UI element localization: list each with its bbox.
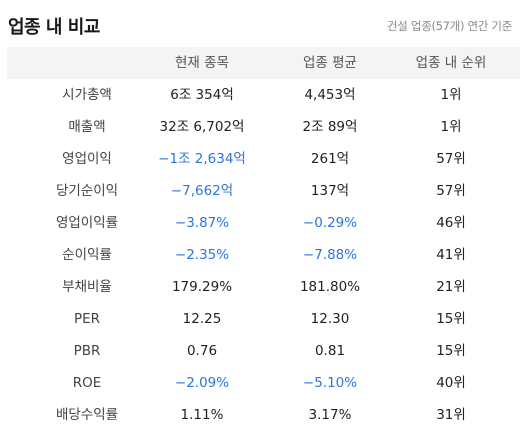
average-value: −5.10%: [302, 375, 358, 391]
row-label: 시가총액: [62, 87, 112, 103]
table-row: 순이익률 −2.35% −7.88% 41위: [7, 239, 520, 271]
table-row: 시가총액 6조 354억 4,453억 1위: [7, 79, 520, 111]
rank-value: 21위: [436, 279, 466, 295]
rank-value: 57위: [436, 183, 466, 199]
current-value: −1조 2,634억: [158, 151, 246, 167]
column-header-current: 현재 종목: [175, 55, 229, 71]
table-row: PER 12.25 12.30 15위: [7, 303, 520, 335]
average-value: 4,453억: [304, 87, 356, 103]
row-label: 영업이익: [62, 151, 112, 167]
rank-value: 46위: [436, 215, 466, 231]
current-value: 0.76: [186, 343, 218, 359]
row-label: 순이익률: [62, 247, 112, 263]
panel-subtitle: 건설 업종(57개) 연간 기준: [387, 19, 512, 33]
row-label: PBR: [73, 343, 101, 359]
average-value: 2조 89억: [302, 119, 358, 135]
average-value: 181.80%: [299, 279, 361, 295]
row-label: 매출액: [68, 119, 106, 135]
average-value: 0.81: [314, 343, 346, 359]
table-row: PBR 0.76 0.81 15위: [7, 335, 520, 367]
current-value: −2.35%: [174, 247, 230, 263]
current-value: 32조 6,702억: [159, 119, 245, 135]
average-value: 137억: [310, 183, 350, 199]
row-label: 부채비율: [62, 279, 112, 295]
current-value: 179.29%: [171, 279, 233, 295]
average-value: −0.29%: [302, 215, 358, 231]
column-header-average: 업종 평균: [303, 55, 357, 71]
current-value: −7,662억: [170, 183, 234, 199]
current-value: 1.11%: [180, 407, 224, 423]
rank-value: 31위: [436, 407, 466, 423]
table-row: 영업이익 −1조 2,634억 261억 57위: [7, 143, 520, 175]
average-value: −7.88%: [302, 247, 358, 263]
table-row: 영업이익률 −3.87% −0.29% 46위: [7, 207, 520, 239]
rank-value: 1위: [440, 119, 462, 135]
table-row: 매출액 32조 6,702억 2조 89억 1위: [7, 111, 520, 143]
panel-header: 업종 내 비교 건설 업종(57개) 연간 기준: [8, 12, 512, 40]
current-value: 6조 354억: [170, 87, 234, 103]
row-label: ROE: [72, 375, 102, 391]
row-label: PER: [73, 311, 101, 327]
rank-value: 57위: [436, 151, 466, 167]
rank-value: 40위: [436, 375, 466, 391]
rank-value: 15위: [436, 343, 466, 359]
table-header: 현재 종목 업종 평균 업종 내 순위: [7, 47, 520, 79]
average-value: 261억: [310, 151, 350, 167]
table-row: 당기순이익 −7,662억 137억 57위: [7, 175, 520, 207]
row-label: 배당수익률: [55, 407, 119, 423]
current-value: −2.09%: [174, 375, 230, 391]
table-body: 시가총액 6조 354억 4,453억 1위 매출액 32조 6,702억 2조 89억 1위…: [7, 79, 520, 431]
table-row: ROE −2.09% −5.10% 40위: [7, 367, 520, 399]
current-value: −3.87%: [174, 215, 230, 231]
average-value: 3.17%: [308, 407, 352, 423]
panel-title: 업종 내 비교: [8, 17, 100, 38]
table-row: 배당수익률 1.11% 3.17% 31위: [7, 399, 520, 431]
row-label: 당기순이익: [55, 183, 119, 199]
table-row: 부채비율 179.29% 181.80% 21위: [7, 271, 520, 303]
row-label: 영업이익률: [55, 215, 119, 231]
rank-value: 41위: [436, 247, 466, 263]
current-value: 12.25: [182, 311, 222, 327]
rank-value: 1위: [440, 87, 462, 103]
column-header-rank: 업종 내 순위: [415, 55, 487, 71]
rank-value: 15위: [436, 311, 466, 327]
average-value: 12.30: [310, 311, 350, 327]
